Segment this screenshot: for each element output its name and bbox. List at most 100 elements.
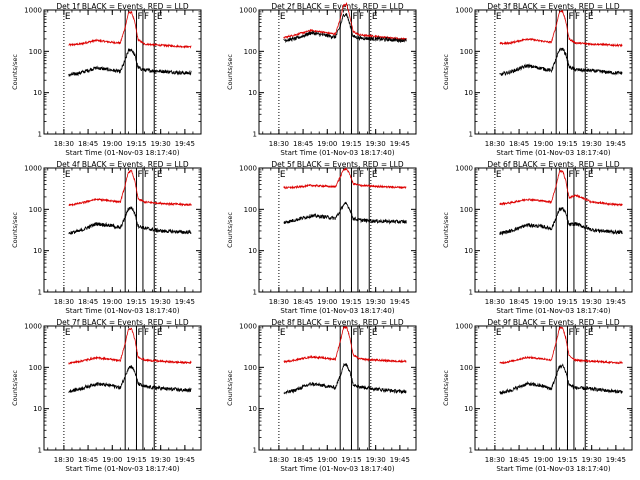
events-series-line [499,207,623,236]
y-tick-label: 100 [460,48,473,56]
x-tick-label: 18:45 [293,298,313,306]
y-tick-label: 1000 [455,165,473,173]
x-tick-label: 19:15 [126,140,146,148]
marker-label: E [496,328,502,338]
x-tick-label: 19:30 [151,298,171,306]
y-tick-label: 1000 [455,323,473,331]
marker-label: F [144,328,149,338]
y-tick-label: 100 [29,206,42,214]
marker-label: E [157,170,163,180]
lld-series-line [283,325,407,364]
x-tick-label: 19:15 [557,140,577,148]
marker-label: E [588,12,594,22]
panel-title: Det 2f BLACK = Events, RED = LLD [271,2,404,11]
x-tick-label: 19:30 [151,456,171,464]
plot-frame [258,167,417,293]
y-tick-label: 1 [253,447,257,455]
y-tick-label: 1 [38,131,42,139]
panel-title: Det 3f BLACK = Events, RED = LLD [487,2,620,11]
x-tick-label: 19:45 [606,456,626,464]
x-tick-label: 18:30 [269,140,289,148]
y-tick-label: 100 [244,364,257,372]
panel-title: Det 6f BLACK = Events, RED = LLD [487,160,620,169]
marker-label: E [65,12,71,22]
x-tick-label: 19:00 [102,298,122,306]
y-tick-label: 10 [464,89,473,97]
panel-title: Det 4f BLACK = Events, RED = LLD [56,160,189,169]
x-tick-label: 19:30 [366,140,386,148]
y-tick-label: 1 [38,289,42,297]
y-tick-label: 1000 [24,165,42,173]
x-tick-label: 19:45 [175,456,195,464]
y-tick-label: 100 [244,206,257,214]
x-tick-label: 19:00 [533,456,553,464]
marker-label: F [352,170,357,180]
y-tick-label: 10 [248,89,257,97]
x-tick-label: 18:30 [485,140,505,148]
marker-label: E [372,328,378,338]
marker-label: F [568,12,573,22]
marker-label: E [372,170,378,180]
marker-label: E [157,12,163,22]
x-tick-label: 19:00 [317,140,337,148]
x-tick-label: 19:30 [582,298,602,306]
y-tick-label: 100 [460,206,473,214]
x-tick-label: 18:45 [78,456,98,464]
marker-label: E [588,170,594,180]
x-tick-label: 18:30 [485,456,505,464]
marker-label: F [575,170,580,180]
y-tick-label: 1 [469,131,473,139]
y-tick-label: 1 [469,289,473,297]
x-tick-label: 19:00 [533,140,553,148]
x-tick-label: 19:30 [582,456,602,464]
y-tick-label: 10 [33,247,42,255]
plot-frame [43,325,202,451]
panel-2: Det 2f BLACK = Events, RED = LLD 1 10 100 10… [226,1,417,157]
marker-label: E [280,328,286,338]
x-tick-label: 18:30 [54,298,74,306]
x-axis-label: Start Time (01-Nov-03 18:17:40) [65,465,179,473]
y-tick-label: 1000 [239,7,257,15]
marker-label: F [575,328,580,338]
x-tick-label: 19:15 [126,456,146,464]
panel-title: Det 5f BLACK = Events, RED = LLD [271,160,404,169]
y-tick-label: 1 [469,447,473,455]
marker-label: F [575,12,580,22]
marker-label: F [352,328,357,338]
panel-3: Det 3f BLACK = Events, RED = LLD 1 10 100 10… [442,2,633,157]
x-tick-label: 19:30 [582,140,602,148]
x-tick-label: 19:15 [341,456,361,464]
events-series-line [68,48,192,77]
y-tick-label: 1 [38,447,42,455]
lld-series-line [68,327,192,365]
y-tick-label: 1000 [24,7,42,15]
marker-label: F [137,328,142,338]
y-tick-label: 1000 [239,165,257,173]
panel-6: Det 6f BLACK = Events, RED = LLD 1 10 100 10… [442,160,633,315]
y-axis-label: Counts/sec [442,54,450,90]
plot-frame [258,325,417,451]
lld-series-line [68,169,192,207]
events-series-line [68,365,192,393]
x-tick-label: 19:45 [606,298,626,306]
y-tick-label: 10 [248,405,257,413]
x-tick-label: 18:30 [54,456,74,464]
marker-label: F [144,12,149,22]
x-tick-label: 18:45 [509,456,529,464]
panel-7: Det 7f BLACK = Events, RED = LLD 1 10 100 10… [11,318,202,473]
x-axis-label: Start Time (01-Nov-03 18:17:40) [280,149,394,157]
y-tick-label: 1000 [455,7,473,15]
lld-series-line [283,167,407,190]
x-tick-label: 18:45 [509,298,529,306]
events-series-line [283,362,407,395]
plot-frame [474,325,633,451]
x-tick-label: 19:15 [557,298,577,306]
x-tick-label: 19:15 [341,140,361,148]
x-tick-label: 19:30 [366,298,386,306]
marker-label: E [65,170,71,180]
panel-title: Det 9f BLACK = Events, RED = LLD [487,318,620,327]
x-tick-label: 18:30 [485,298,505,306]
x-axis-label: Start Time (01-Nov-03 18:17:40) [65,149,179,157]
